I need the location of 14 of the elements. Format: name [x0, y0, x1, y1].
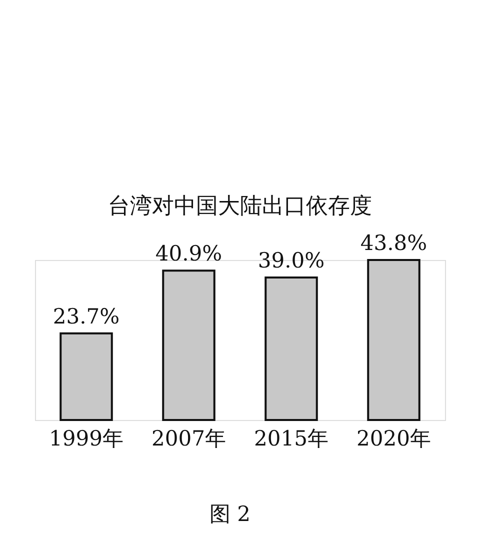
x-tick-label: 2007年 [152, 426, 226, 450]
data-label: 40.9% [155, 242, 222, 266]
bar [264, 276, 318, 421]
caption: 图 2 [209, 502, 251, 526]
bar [162, 270, 216, 421]
bar [367, 259, 420, 421]
x-tick-label: 2015年 [254, 426, 328, 450]
bar [60, 332, 113, 421]
data-label: 43.8% [360, 231, 428, 255]
x-tick-label: 2020年 [356, 426, 431, 450]
data-label: 23.7% [52, 304, 120, 328]
data-label: 39.0% [258, 248, 325, 273]
x-tick-label: 1999年 [49, 426, 124, 450]
chart-title: 台湾对中国大陆出口依存度 [108, 194, 372, 219]
